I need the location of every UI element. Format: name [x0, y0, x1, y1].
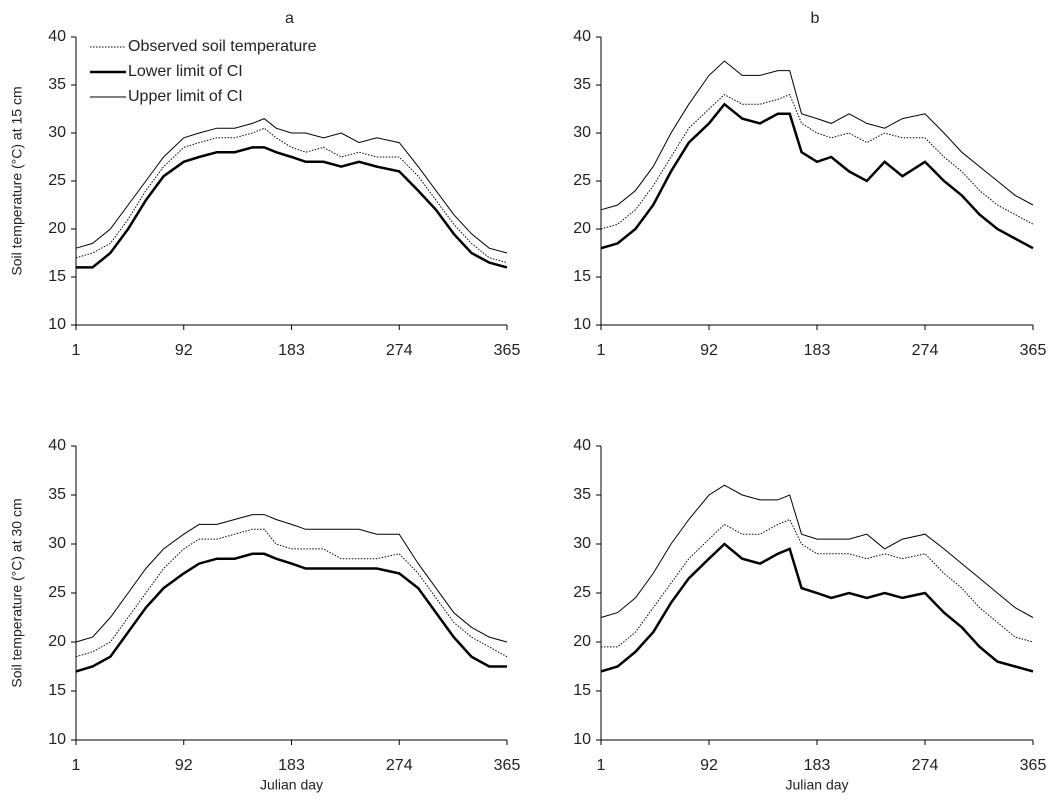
y-tick-label: 20	[48, 633, 66, 650]
y-tick-label: 40	[573, 28, 591, 45]
y-tick-label: 35	[573, 486, 591, 503]
y-tick-label: 25	[48, 172, 66, 189]
x-tick-label: 1	[72, 342, 81, 359]
series-line	[75, 514, 508, 643]
y-tick-label: 25	[48, 584, 66, 601]
x-tick-label: 365	[494, 757, 521, 774]
x-tick-label: 92	[700, 342, 718, 359]
y-axis-label: Soil temperature (°C) at 30 cm	[9, 498, 25, 687]
y-tick-label: 15	[573, 268, 591, 285]
y-tick-label: 15	[48, 268, 66, 285]
y-tick-label: 10	[573, 316, 591, 333]
y-tick-label: 35	[573, 76, 591, 93]
y-tick-label: 25	[573, 584, 591, 601]
series-line	[600, 484, 1034, 618]
x-tick-label: 274	[912, 757, 939, 774]
x-axis-label: Julian day	[785, 777, 848, 793]
x-tick-label: 1	[72, 757, 81, 774]
series-line	[600, 93, 1034, 230]
y-tick-label: 20	[48, 220, 66, 237]
series-line	[600, 542, 1034, 673]
series-line	[76, 146, 508, 269]
y-tick-label: 15	[48, 682, 66, 699]
y-tick-label: 40	[48, 28, 66, 45]
y-tick-label: 30	[48, 535, 66, 552]
y-tick-label: 10	[573, 731, 591, 748]
series-line	[75, 127, 508, 264]
series-line	[600, 102, 1034, 250]
y-tick-label: 15	[573, 682, 591, 699]
x-tick-label: 365	[494, 342, 521, 359]
y-tick-label: 40	[48, 437, 66, 454]
series-line	[601, 518, 1034, 648]
legend-label: Lower limit of CI	[128, 63, 243, 80]
x-tick-label: 365	[1020, 342, 1047, 359]
x-tick-label: 92	[175, 757, 193, 774]
y-tick-label: 35	[48, 76, 66, 93]
series-line	[600, 60, 1034, 211]
y-tick-label: 20	[573, 633, 591, 650]
x-tick-label: 1	[597, 342, 606, 359]
series-line	[75, 118, 508, 254]
y-tick-label: 30	[573, 124, 591, 141]
x-tick-label: 274	[386, 342, 413, 359]
panel-title: b	[811, 10, 820, 27]
x-tick-label: 183	[804, 757, 831, 774]
x-tick-label: 183	[278, 342, 305, 359]
x-tick-label: 183	[804, 342, 831, 359]
y-tick-label: 10	[48, 316, 66, 333]
y-tick-label: 30	[48, 124, 66, 141]
y-tick-label: 20	[573, 220, 591, 237]
x-tick-label: 1	[597, 757, 606, 774]
x-tick-label: 183	[278, 757, 305, 774]
y-tick-label: 35	[48, 486, 66, 503]
x-tick-label: 92	[175, 342, 193, 359]
x-axis-label: Julian day	[260, 777, 323, 793]
y-tick-label: 25	[573, 172, 591, 189]
y-tick-label: 10	[48, 731, 66, 748]
legend-label: Upper limit of CI	[128, 88, 243, 105]
y-tick-label: 30	[573, 535, 591, 552]
y-tick-label: 40	[573, 437, 591, 454]
series-line	[75, 528, 508, 658]
x-tick-label: 365	[1020, 757, 1047, 774]
x-tick-label: 92	[700, 757, 718, 774]
legend-label: Observed soil temperature	[128, 38, 317, 55]
panel-title: a	[285, 10, 294, 27]
series-line	[75, 552, 507, 673]
y-axis-label: Soil temperature (°C) at 15 cm	[9, 86, 25, 275]
x-tick-label: 274	[386, 757, 413, 774]
x-tick-label: 274	[912, 342, 939, 359]
